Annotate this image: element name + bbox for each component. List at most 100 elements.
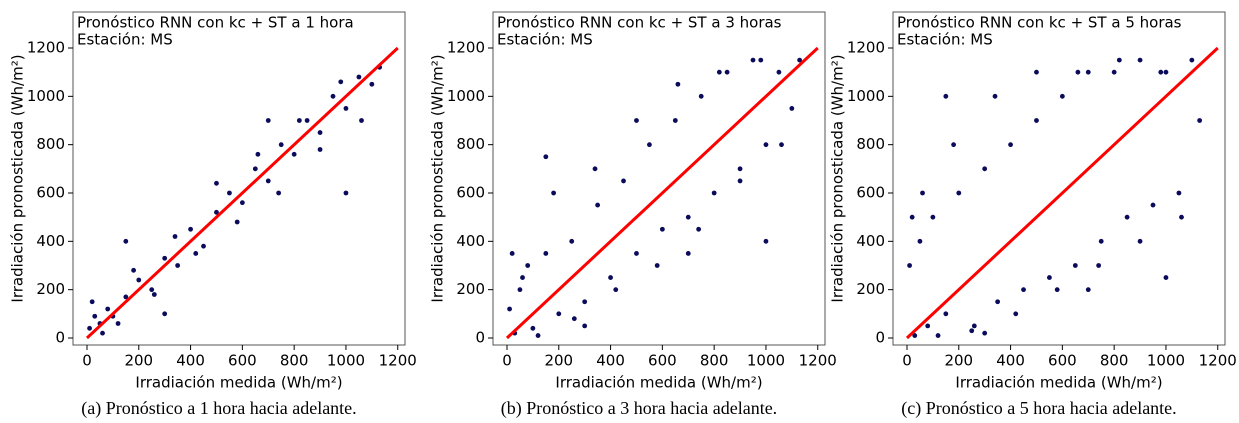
point xyxy=(1085,69,1091,75)
point xyxy=(647,142,652,148)
point xyxy=(930,214,936,220)
point xyxy=(582,323,588,329)
point xyxy=(517,287,523,293)
x-axis-label: Irradiación medida (Wh/m²) xyxy=(955,374,1162,392)
y-tick-label: 600 xyxy=(456,183,485,201)
point xyxy=(909,214,915,220)
y-tick-label: 600 xyxy=(856,183,885,201)
point xyxy=(711,190,717,196)
point xyxy=(276,190,282,196)
point xyxy=(920,190,925,196)
y-tick-label: 1000 xyxy=(447,87,485,105)
point xyxy=(1075,69,1081,75)
point xyxy=(724,69,730,75)
point xyxy=(343,190,349,196)
point xyxy=(105,306,111,312)
plot-area xyxy=(492,11,826,346)
point xyxy=(797,57,803,63)
point xyxy=(1085,287,1091,293)
chart-subtitle: Estación: MS xyxy=(77,31,173,49)
y-tick-label: 1000 xyxy=(27,87,65,105)
caption: (a) Pronóstico a 1 hora hacia adelante. xyxy=(81,398,356,419)
point xyxy=(131,267,136,273)
point xyxy=(1034,118,1039,123)
point xyxy=(265,178,271,184)
point xyxy=(317,130,323,135)
point xyxy=(917,238,923,244)
y-tick-label: 600 xyxy=(36,183,65,201)
point xyxy=(100,330,105,336)
point xyxy=(659,226,665,232)
point xyxy=(188,226,193,232)
x-tick-label: 0 xyxy=(902,352,912,370)
point xyxy=(535,333,541,338)
point xyxy=(971,323,977,329)
point xyxy=(1021,287,1026,293)
y-tick-label: 1000 xyxy=(847,87,885,105)
point xyxy=(520,275,525,280)
y-tick-label: 800 xyxy=(36,135,65,153)
point xyxy=(1072,263,1078,268)
point xyxy=(634,118,639,123)
point xyxy=(338,79,344,85)
point xyxy=(685,251,691,256)
x-tick-label: 1200 xyxy=(799,352,837,370)
point xyxy=(608,275,613,280)
x-tick-label: 200 xyxy=(124,352,153,370)
x-tick-label: 1000 xyxy=(1147,352,1185,370)
point xyxy=(214,209,219,215)
x-tick-label: 400 xyxy=(996,352,1025,370)
point xyxy=(296,118,302,123)
plot-area xyxy=(72,11,406,346)
point xyxy=(317,147,323,152)
reference-line xyxy=(905,46,1219,340)
x-tick-label: 600 xyxy=(648,352,677,370)
point xyxy=(613,287,619,293)
point xyxy=(136,277,142,283)
x-tick-label: 1000 xyxy=(747,352,785,370)
point xyxy=(571,316,577,322)
y-tick-label: 0 xyxy=(475,328,485,346)
point xyxy=(123,238,129,244)
point xyxy=(1197,118,1203,123)
point xyxy=(172,234,178,239)
point xyxy=(675,81,681,87)
point xyxy=(543,251,549,256)
point xyxy=(1098,238,1104,244)
point xyxy=(654,263,660,268)
point xyxy=(737,166,743,172)
x-tick-label: 800 xyxy=(1100,352,1129,370)
point xyxy=(634,251,639,256)
point xyxy=(1179,214,1184,220)
point xyxy=(551,190,556,196)
x-tick-label: 0 xyxy=(502,352,512,370)
point xyxy=(672,118,678,123)
point xyxy=(525,263,531,268)
caption: (b) Pronóstico a 3 hora hacia adelante. xyxy=(501,398,777,419)
point xyxy=(343,106,349,111)
point xyxy=(758,57,764,63)
point xyxy=(1013,311,1019,317)
caption: (c) Pronóstico a 5 hora hacia adelante. xyxy=(901,398,1176,419)
x-tick-label: 800 xyxy=(700,352,729,370)
point xyxy=(162,311,168,317)
point xyxy=(595,202,601,208)
point xyxy=(1137,238,1143,244)
point xyxy=(239,200,245,206)
point xyxy=(149,287,155,293)
chart-subtitle: Estación: MS xyxy=(897,31,993,49)
point xyxy=(779,142,784,148)
point xyxy=(115,321,121,326)
point xyxy=(1116,57,1122,63)
x-tick-label: 0 xyxy=(82,352,92,370)
x-axis-label: Irradiación medida (Wh/m²) xyxy=(135,374,342,392)
point xyxy=(943,93,949,99)
y-tick-label: 1200 xyxy=(847,39,885,57)
point xyxy=(87,325,92,331)
point xyxy=(969,328,975,334)
point xyxy=(789,106,795,111)
point xyxy=(737,178,743,184)
point xyxy=(278,142,284,148)
point xyxy=(291,151,297,157)
